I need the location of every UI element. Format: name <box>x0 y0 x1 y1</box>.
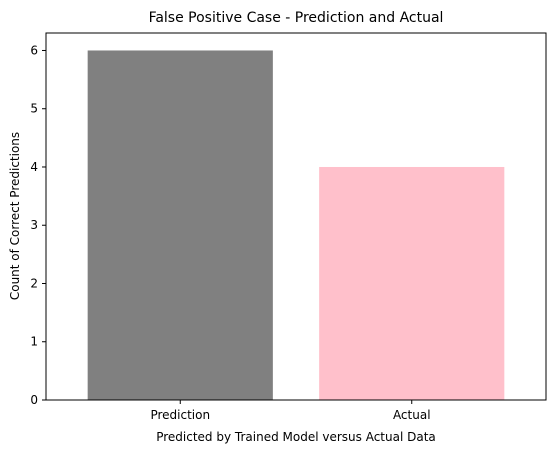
y-tick-label: 5 <box>30 102 38 116</box>
x-tick-label: Prediction <box>150 408 210 422</box>
x-axis-ticks: Prediction Actual <box>150 400 431 422</box>
x-tick-label: Actual <box>393 408 431 422</box>
y-tick-label: 2 <box>30 276 38 290</box>
y-tick-label: 1 <box>30 335 38 349</box>
y-axis-label: Count of Correct Predictions <box>8 132 22 300</box>
plot-frame <box>45 32 547 401</box>
y-tick-label: 4 <box>30 160 38 174</box>
bar-prediction <box>87 50 273 400</box>
chart-title: False Positive Case - Prediction and Act… <box>149 10 444 26</box>
y-tick-label: 3 <box>30 218 38 232</box>
y-tick-label: 6 <box>30 43 38 57</box>
bar-actual <box>319 166 505 400</box>
y-tick-label: 0 <box>30 393 38 407</box>
y-axis-ticks: 0 1 2 3 4 5 6 <box>30 43 46 407</box>
bars-layer <box>87 50 505 400</box>
x-axis-label: Predicted by Trained Model versus Actual… <box>156 430 436 444</box>
